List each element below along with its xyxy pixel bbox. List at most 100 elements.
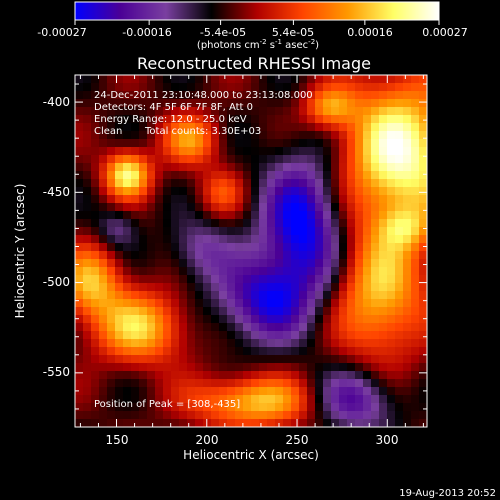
heatmap-cell [195, 147, 204, 156]
heatmap-cell [91, 131, 100, 140]
heatmap-cell [107, 299, 116, 308]
x-tick-label: 250 [286, 433, 309, 447]
heatmap-cell [203, 139, 212, 148]
heatmap-cell [107, 235, 116, 244]
heatmap-cell [131, 219, 140, 228]
heatmap-cell [107, 371, 116, 380]
heatmap-cell [227, 227, 236, 236]
heatmap-cell [219, 131, 228, 140]
heatmap-cell [99, 107, 108, 116]
heatmap-cell [115, 403, 124, 412]
heatmap-cell [147, 243, 156, 252]
heatmap-cell [419, 363, 428, 372]
heatmap-cell [99, 179, 108, 188]
heatmap-cell [411, 267, 420, 276]
heatmap-cell [187, 131, 196, 140]
heatmap-cell [243, 171, 252, 180]
heatmap-cell [227, 387, 236, 396]
heatmap-cell [235, 291, 244, 300]
heatmap-cell [107, 227, 116, 236]
heatmap-cell [227, 307, 236, 316]
heatmap-cell [139, 267, 148, 276]
heatmap-cell [411, 355, 420, 364]
heatmap-cell [315, 235, 324, 244]
heatmap-cell [291, 219, 300, 228]
heatmap-cell [139, 339, 148, 348]
heatmap-cell [307, 203, 316, 212]
heatmap-cell [275, 187, 284, 196]
heatmap-cell [403, 323, 412, 332]
heatmap-cell [171, 259, 180, 268]
heatmap-cell [115, 371, 124, 380]
heatmap-cell [387, 99, 396, 108]
heatmap-cell [155, 91, 164, 100]
heatmap-cell [83, 155, 92, 164]
heatmap-cell [75, 291, 84, 300]
heatmap-cell [187, 331, 196, 340]
heatmap-cell [411, 347, 420, 356]
heatmap-cell [75, 243, 84, 252]
heatmap-cell [251, 211, 260, 220]
heatmap-cell [163, 155, 172, 164]
heatmap-cell [403, 107, 412, 116]
heatmap-cell [235, 195, 244, 204]
heatmap-cell [307, 123, 316, 132]
heatmap-cell [187, 163, 196, 172]
heatmap-cell [275, 147, 284, 156]
heatmap-cell [347, 347, 356, 356]
heatmap-cell [355, 387, 364, 396]
heatmap-cell [187, 107, 196, 116]
heatmap-cell [307, 291, 316, 300]
heatmap-cell [227, 155, 236, 164]
heatmap-cell [275, 251, 284, 260]
heatmap-cell [155, 115, 164, 124]
heatmap-cell [403, 363, 412, 372]
heatmap-cell [307, 283, 316, 292]
heatmap-cell [155, 139, 164, 148]
heatmap-cell [283, 219, 292, 228]
heatmap-cell [155, 187, 164, 196]
heatmap-cell [315, 419, 324, 428]
heatmap-cell [307, 339, 316, 348]
heatmap-cell [347, 131, 356, 140]
heatmap-cell [211, 363, 220, 372]
heatmap-cell [187, 371, 196, 380]
heatmap-cell [155, 131, 164, 140]
heatmap-cell [155, 387, 164, 396]
heatmap-cell [131, 291, 140, 300]
heatmap-cell [371, 267, 380, 276]
heatmap-cell [283, 115, 292, 124]
heatmap-cell [83, 163, 92, 172]
heatmap-cell [243, 315, 252, 324]
heatmap-cell [299, 395, 308, 404]
heatmap-cell [83, 107, 92, 116]
heatmap-cell [411, 123, 420, 132]
heatmap-cell [363, 323, 372, 332]
heatmap-cell [211, 91, 220, 100]
heatmap-cell [195, 163, 204, 172]
heatmap-cell [267, 299, 276, 308]
heatmap-cell [379, 219, 388, 228]
heatmap-cell [203, 219, 212, 228]
heatmap-cell [259, 163, 268, 172]
heatmap-cell [155, 203, 164, 212]
heatmap-cell [259, 83, 268, 92]
heatmap-cell [243, 179, 252, 188]
heatmap-cell [179, 131, 188, 140]
heatmap-cell [107, 363, 116, 372]
heatmap-cell [91, 91, 100, 100]
heatmap-cell [179, 355, 188, 364]
x-axis-label: Heliocentric X (arcsec) [183, 448, 319, 462]
chart-title: Reconstructed RHESSI Image [137, 54, 371, 73]
heatmap-cell [243, 347, 252, 356]
heatmap-cell [235, 339, 244, 348]
heatmap-cell [91, 195, 100, 204]
heatmap-cell [171, 123, 180, 132]
heatmap-cell [323, 115, 332, 124]
heatmap-cell [203, 331, 212, 340]
heatmap-cell [259, 307, 268, 316]
heatmap-cell [107, 91, 116, 100]
heatmap-cell [379, 235, 388, 244]
heatmap-cell [99, 115, 108, 124]
